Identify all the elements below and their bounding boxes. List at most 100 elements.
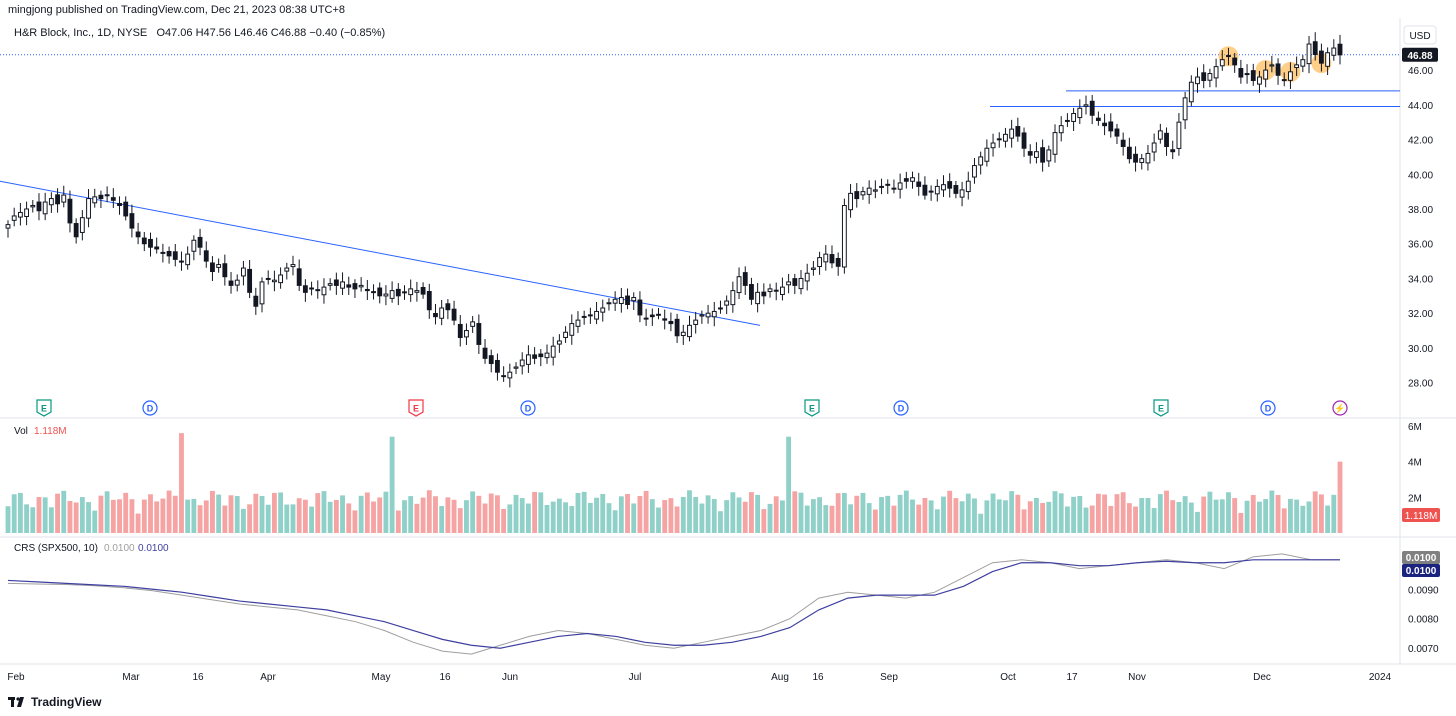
volume-bar[interactable] bbox=[941, 496, 946, 533]
volume-bar[interactable] bbox=[197, 505, 203, 533]
candle[interactable] bbox=[1312, 32, 1318, 61]
candle[interactable] bbox=[916, 172, 922, 196]
volume-bar[interactable] bbox=[296, 498, 302, 533]
candle[interactable] bbox=[742, 266, 748, 295]
volume-bar[interactable] bbox=[333, 499, 339, 533]
volume-bar[interactable] bbox=[172, 495, 178, 533]
volume-bar[interactable] bbox=[346, 503, 352, 533]
candle[interactable] bbox=[408, 279, 414, 302]
volume-bar[interactable] bbox=[761, 509, 767, 533]
volume-bar[interactable] bbox=[600, 494, 606, 533]
candle[interactable] bbox=[897, 173, 903, 199]
candle[interactable] bbox=[1325, 47, 1331, 76]
candle[interactable] bbox=[1219, 50, 1225, 71]
candle[interactable] bbox=[451, 300, 457, 326]
volume-bar[interactable] bbox=[736, 497, 742, 533]
candle[interactable] bbox=[1089, 95, 1095, 125]
candle[interactable] bbox=[457, 314, 463, 347]
candle[interactable] bbox=[42, 192, 48, 221]
volume-bar[interactable] bbox=[222, 505, 228, 533]
volume-bar[interactable] bbox=[1325, 505, 1331, 533]
candle[interactable] bbox=[538, 349, 544, 367]
candle[interactable] bbox=[581, 310, 587, 325]
volume-bar[interactable] bbox=[426, 490, 432, 533]
candle[interactable] bbox=[191, 235, 197, 261]
crs-series-line[interactable] bbox=[7, 553, 1340, 655]
volume-bar[interactable] bbox=[1003, 500, 1008, 533]
volume-bar[interactable] bbox=[897, 494, 903, 533]
candle[interactable] bbox=[513, 362, 519, 375]
candle[interactable] bbox=[11, 207, 17, 227]
candle[interactable] bbox=[110, 188, 116, 208]
volume-bar[interactable] bbox=[984, 500, 990, 533]
volume-bar[interactable] bbox=[742, 501, 748, 533]
volume-bar[interactable] bbox=[340, 495, 345, 533]
candle[interactable] bbox=[364, 279, 370, 301]
candle[interactable] bbox=[259, 277, 265, 313]
candle[interactable] bbox=[755, 282, 761, 313]
candle[interactable] bbox=[1281, 72, 1287, 87]
candle[interactable] bbox=[1120, 132, 1126, 156]
candle[interactable] bbox=[241, 260, 246, 286]
volume-bar[interactable] bbox=[891, 505, 897, 533]
candle[interactable] bbox=[1244, 64, 1250, 84]
volume-bar[interactable] bbox=[1009, 491, 1015, 533]
candle[interactable] bbox=[779, 277, 785, 301]
tradingview-logo[interactable]: TradingView bbox=[8, 695, 101, 709]
candle[interactable] bbox=[544, 344, 550, 364]
volume-bar[interactable] bbox=[1071, 496, 1077, 533]
candle[interactable] bbox=[556, 334, 562, 353]
volume-bar[interactable] bbox=[309, 506, 314, 533]
volume-bar[interactable] bbox=[117, 499, 122, 533]
candle[interactable] bbox=[1318, 43, 1324, 72]
candle[interactable] bbox=[222, 254, 228, 286]
volume-bar[interactable] bbox=[24, 504, 30, 533]
trend-line[interactable] bbox=[0, 180, 761, 326]
candle[interactable] bbox=[79, 210, 85, 241]
candle[interactable] bbox=[48, 192, 54, 213]
candle[interactable] bbox=[464, 323, 469, 345]
candle[interactable] bbox=[761, 283, 767, 305]
volume-bar[interactable] bbox=[141, 499, 147, 533]
volume-bar[interactable] bbox=[433, 496, 438, 533]
volume-bar[interactable] bbox=[786, 436, 792, 533]
volume-bar[interactable] bbox=[290, 504, 296, 533]
volume-bar[interactable] bbox=[30, 507, 36, 533]
candle[interactable] bbox=[290, 255, 296, 276]
candle[interactable] bbox=[649, 308, 655, 326]
candle[interactable] bbox=[30, 200, 36, 213]
candle[interactable] bbox=[1188, 75, 1194, 107]
volume-bar[interactable] bbox=[216, 494, 222, 533]
volume-bar[interactable] bbox=[135, 513, 141, 533]
volume-bar[interactable] bbox=[110, 499, 116, 533]
volume-bar[interactable] bbox=[241, 508, 246, 533]
volume-bar[interactable] bbox=[61, 490, 67, 533]
candle[interactable] bbox=[358, 277, 364, 292]
candle[interactable] bbox=[5, 220, 11, 238]
volume-bar[interactable] bbox=[1151, 508, 1157, 533]
dividend-marker[interactable]: D bbox=[520, 400, 536, 416]
volume-bar[interactable] bbox=[371, 501, 376, 533]
candle[interactable] bbox=[1207, 68, 1213, 88]
volume-bar[interactable] bbox=[854, 495, 860, 533]
candle[interactable] bbox=[86, 189, 91, 228]
candle[interactable] bbox=[718, 300, 723, 314]
candle[interactable] bbox=[439, 299, 445, 326]
volume-bar[interactable] bbox=[1108, 505, 1114, 533]
volume-bar[interactable] bbox=[1170, 500, 1176, 533]
candle[interactable] bbox=[519, 352, 525, 375]
earnings-marker[interactable]: E bbox=[804, 399, 820, 417]
candle[interactable] bbox=[953, 180, 959, 199]
volume-bar[interactable] bbox=[1257, 501, 1262, 533]
candle[interactable] bbox=[835, 252, 841, 276]
candle[interactable] bbox=[185, 246, 191, 270]
candle[interactable] bbox=[426, 283, 432, 319]
candle[interactable] bbox=[990, 133, 996, 157]
candle[interactable] bbox=[817, 251, 823, 275]
volume-bar[interactable] bbox=[408, 496, 414, 533]
volume-bar[interactable] bbox=[563, 502, 569, 533]
volume-bar[interactable] bbox=[36, 497, 42, 533]
volume-bar[interactable] bbox=[5, 506, 11, 533]
candle[interactable] bbox=[972, 158, 977, 184]
volume-bar[interactable] bbox=[544, 504, 550, 533]
